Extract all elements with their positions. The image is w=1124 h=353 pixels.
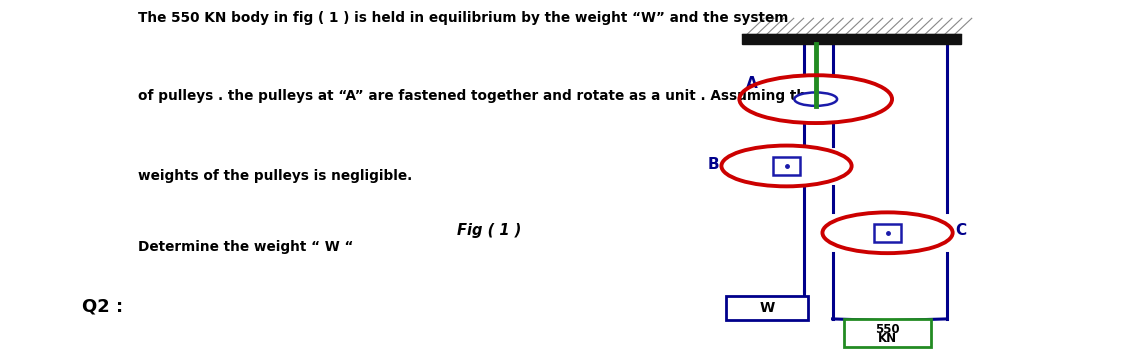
Circle shape: [795, 92, 837, 106]
Text: B: B: [708, 157, 719, 172]
FancyBboxPatch shape: [773, 157, 800, 175]
FancyBboxPatch shape: [742, 35, 961, 44]
Text: A: A: [746, 76, 758, 91]
Text: weights of the pulleys is negligible.: weights of the pulleys is negligible.: [137, 169, 411, 184]
Text: 550: 550: [876, 323, 900, 336]
FancyBboxPatch shape: [844, 319, 932, 347]
Text: Fig ( 1 ): Fig ( 1 ): [456, 223, 522, 239]
Text: Determine the weight “ W “: Determine the weight “ W “: [137, 240, 353, 254]
Text: of pulleys . the pulleys at “A” are fastened together and rotate as a unit . Ass: of pulleys . the pulleys at “A” are fast…: [137, 89, 815, 103]
Text: KN: KN: [878, 332, 897, 345]
FancyBboxPatch shape: [874, 223, 901, 242]
Text: The 550 KN body in fig ( 1 ) is held in equilibrium by the weight “W” and the sy: The 550 KN body in fig ( 1 ) is held in …: [137, 11, 788, 25]
Text: C: C: [955, 223, 966, 239]
Text: Q2 :: Q2 :: [82, 298, 123, 316]
Text: W: W: [760, 301, 776, 315]
FancyBboxPatch shape: [726, 297, 808, 320]
